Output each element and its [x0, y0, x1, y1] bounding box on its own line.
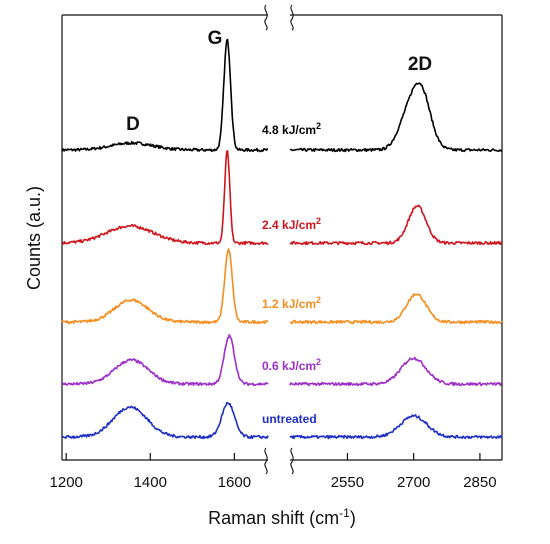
axis-break-bottom-left — [264, 447, 268, 475]
x-axis-title-main: Raman shift (cm — [208, 508, 339, 528]
peak-label: D — [126, 114, 140, 135]
series-line-0-segment-0 — [61, 38, 269, 153]
series-label: 2.4 kJ/cm2 — [262, 216, 321, 232]
plot-frame — [61, 4, 503, 475]
labels-layer: 4.8 kJ/cm2 2.4 kJ/cm2 1.2 kJ/cm2 0.6 kJ/cm2… — [126, 28, 432, 426]
series-line-1-segment-0 — [61, 150, 269, 246]
x-ticks: 1200 1400 1600 2550 2700 2850 — [50, 453, 497, 491]
series-line-4-segment-1 — [289, 414, 503, 440]
x-tick-label: 2700 — [397, 474, 430, 491]
axis-break-bottom-right — [290, 447, 294, 475]
peak-label: 2D — [408, 54, 432, 75]
series-label: 4.8 kJ/cm2 — [262, 121, 321, 137]
series-label: 0.6 kJ/cm2 — [262, 357, 321, 373]
axis-break-top-left — [264, 4, 268, 31]
x-axis-title-end: ) — [350, 508, 356, 528]
series-line-2-segment-0 — [61, 248, 269, 325]
axis-break-top-right — [290, 4, 294, 31]
series-label: untreated — [262, 412, 317, 426]
x-tick-label: 1200 — [50, 474, 83, 491]
peak-label: G — [208, 28, 223, 49]
x-axis-title: Raman shift (cm-1) — [208, 506, 356, 528]
x-tick-label: 2850 — [463, 474, 496, 491]
series-line-2-segment-1 — [289, 293, 503, 325]
series-line-4-segment-0 — [61, 402, 269, 440]
series-layer — [61, 38, 503, 440]
x-tick-label: 1400 — [134, 474, 167, 491]
series-line-1-segment-1 — [289, 204, 503, 246]
y-axis-title: Counts (a.u.) — [24, 186, 44, 290]
x-tick-label: 2550 — [331, 474, 364, 491]
x-axis-title-sup: -1 — [339, 506, 350, 520]
series-line-3-segment-1 — [289, 356, 503, 387]
x-tick-label: 1600 — [218, 474, 251, 491]
series-label: 1.2 kJ/cm2 — [262, 295, 321, 311]
series-line-0-segment-1 — [289, 82, 503, 153]
series-line-3-segment-0 — [62, 334, 269, 387]
